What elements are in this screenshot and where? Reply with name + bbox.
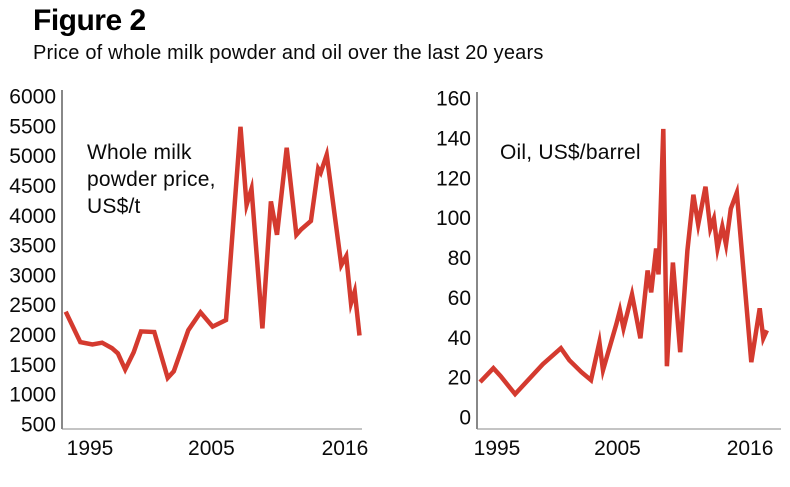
whole-milk-powder-price-x-tick-label: 1995 [67, 437, 114, 460]
oil-price-x-tick-label: 1995 [474, 437, 521, 460]
whole-milk-powder-price-y-tick-label: 2000 [9, 324, 56, 347]
whole-milk-powder-price-y-tick-label: 2500 [9, 294, 56, 317]
oil-price-y-tick-label: 160 [436, 88, 471, 111]
oil-price-y-tick-label: 40 [448, 327, 471, 350]
whole-milk-powder-price-y-tick-label: 1000 [9, 384, 56, 407]
whole-milk-powder-price-y-tick-label: 4500 [9, 175, 56, 198]
whole-milk-powder-price-x-tick-label: 2016 [322, 437, 369, 460]
oil-price-y-tick-label: 140 [436, 127, 471, 150]
whole-milk-powder-price-y-tick-label: 4000 [9, 205, 56, 228]
whole-milk-powder-price-y-tick-label: 6000 [9, 86, 56, 109]
whole-milk-powder-price-line [63, 126, 362, 383]
whole-milk-powder-price-y-tick-label: 5500 [9, 115, 56, 138]
oil-price-y-tick-label: 100 [436, 207, 471, 230]
whole-milk-powder-price-y-tick-label: 3500 [9, 235, 56, 258]
whole-milk-powder-price-y-tick-label: 3000 [9, 264, 56, 287]
whole-milk-powder-price-y-tick-label: 1500 [9, 354, 56, 377]
milk-series-label: Whole milk powder price, US$/t [87, 141, 216, 218]
oil-price-y-tick-label: 120 [436, 167, 471, 190]
oil-price-y-tick-label: 80 [448, 247, 471, 270]
figure-label: Figure 2 [33, 4, 146, 37]
figure-header: Figure 2 Price of whole milk powder and … [33, 4, 773, 65]
oil-price-x-tick-label: 2016 [727, 437, 774, 460]
oil-price-y-tick-label: 60 [448, 287, 471, 310]
oil-price-x-tick-label: 2005 [594, 437, 641, 460]
oil-price-y-tick-label: 0 [459, 407, 471, 430]
oil-price-line [478, 128, 769, 398]
oil-series-label: Oil, US$/barrel [500, 141, 641, 164]
oil-price-y-tick-label: 20 [448, 367, 471, 390]
figure-title: Price of whole milk powder and oil over … [33, 42, 544, 64]
whole-milk-powder-price-y-tick-label: 500 [21, 414, 56, 437]
whole-milk-powder-price-x-tick-label: 2005 [188, 437, 235, 460]
whole-milk-powder-price-y-tick-label: 5000 [9, 145, 56, 168]
